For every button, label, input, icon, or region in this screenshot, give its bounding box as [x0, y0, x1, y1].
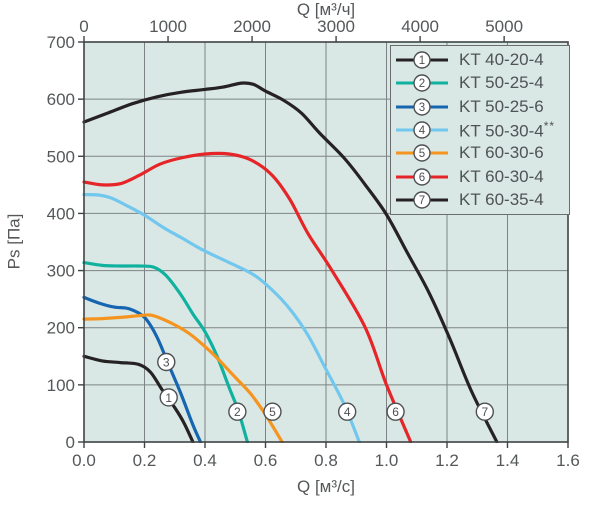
x-tick-label-1.4: 1.4	[496, 451, 520, 470]
curve-KT-40-20-4	[82, 354, 195, 443]
y-tick-label-400: 400	[47, 204, 75, 223]
bottom-axis-title: Q [м³/с]	[297, 477, 355, 496]
y-tick-label-500: 500	[47, 147, 75, 166]
y-tick-label-300: 300	[47, 262, 75, 281]
legend-circle	[413, 121, 431, 139]
legend-item-1: 1 KT 40-20-4	[394, 48, 569, 71]
curves-group	[82, 81, 499, 443]
legend-label: KT 50-25-6	[459, 96, 544, 116]
legend-number: 1	[419, 55, 425, 67]
legend-item-6: 6 KT 60-30-4	[394, 165, 569, 188]
curve-marker-2: 2	[228, 402, 247, 421]
curve-KT-60-30-4	[82, 151, 413, 443]
curve-marker-1: 1	[159, 388, 178, 407]
left-axis-title: Ps [Па]	[4, 213, 24, 270]
legend-circle	[413, 51, 431, 69]
legend-circle	[413, 191, 431, 209]
top-tick-label-2000: 2000	[233, 17, 271, 36]
curve-marker-number: 7	[481, 405, 488, 419]
legend-label: KT 60-30-4	[459, 166, 544, 186]
legend-number: 3	[419, 102, 425, 114]
legend-circle	[413, 168, 431, 186]
curve-marker-7: 7	[475, 402, 495, 421]
legend-label: KT 50-25-4	[459, 73, 544, 93]
curve-marker-circle	[159, 388, 178, 407]
top-tick-label-5000: 5000	[485, 17, 523, 36]
legend-symbol-5: 5	[396, 144, 448, 163]
curve-marker-number: 2	[234, 405, 241, 419]
legend-label: KT 50-30-4**	[459, 118, 556, 141]
legend-item-4: 4 KT 50-30-4**	[394, 118, 569, 141]
top-tick-label-3000: 3000	[317, 17, 355, 36]
curve-KT-60-30-6	[82, 313, 284, 443]
legend-symbol-3: 3	[396, 97, 448, 116]
legend-number: 7	[419, 195, 425, 207]
legend-symbol-1: 1	[396, 51, 448, 69]
legend-label-asterisks: **	[543, 118, 556, 133]
legend-label: KT 40-20-4	[459, 49, 544, 69]
curve-marker-4: 4	[337, 402, 357, 421]
x-tick-label-0.6: 0.6	[254, 451, 278, 470]
x-tick-label-1.6: 1.6	[556, 451, 580, 470]
curve-marker-number: 4	[344, 405, 351, 419]
top-tick-label-0: 0	[79, 17, 88, 36]
curve-marker-number: 6	[392, 405, 399, 419]
curve-marker-circle	[157, 352, 176, 372]
curve-marker-number: 5	[269, 405, 276, 419]
top-tick-label-1000: 1000	[149, 17, 187, 36]
curve-marker-circle	[263, 402, 282, 421]
x-tick-label-1.0: 1.0	[375, 451, 399, 470]
legend-label: KT 60-30-6	[459, 143, 544, 163]
curve-KT-60-35-4	[82, 81, 499, 443]
curve-marker-circle	[228, 402, 247, 421]
legend-item-5: 5 KT 60-30-6	[394, 142, 569, 165]
x-tick-label-0.8: 0.8	[314, 451, 338, 470]
curve-marker-circle	[475, 402, 495, 421]
curve-marker-5: 5	[263, 402, 282, 421]
legend-symbol-7: 7	[396, 191, 448, 209]
legend-number: 4	[419, 125, 426, 137]
x-tick-label-0.2: 0.2	[133, 451, 157, 470]
curve-KT-50-25-4	[82, 261, 249, 443]
legend-item-7: 7 KT 60-35-4	[394, 189, 569, 212]
top-tick-label-4000: 4000	[401, 17, 439, 36]
legend-item-2: 2 KT 50-25-4	[394, 72, 569, 95]
curve-marker-number: 1	[165, 391, 172, 405]
legend-circle	[413, 74, 431, 92]
y-tick-label-200: 200	[47, 319, 75, 338]
legend-circle	[413, 97, 431, 116]
legend-number: 5	[419, 149, 425, 161]
y-tick-label-700: 700	[47, 33, 75, 52]
legend-label: KT 60-35-4	[459, 190, 544, 210]
x-tick-label-0.4: 0.4	[193, 451, 217, 470]
curve-marker-circle	[337, 402, 357, 421]
legend-number: 2	[419, 78, 425, 90]
legend-symbol-2: 2	[396, 74, 448, 92]
curve-KT-50-25-6	[82, 295, 203, 443]
legend: 1 KT 40-20-4 2 KT 50-25-4 3 KT 50-25-6 4 KT 50-…	[390, 45, 570, 215]
legend-item-3: 3 KT 50-25-6	[394, 95, 569, 118]
y-tick-label-0: 0	[66, 433, 75, 452]
legend-symbol-4: 4	[396, 121, 448, 139]
legend-number: 6	[419, 172, 425, 184]
curve-marker-6: 6	[386, 402, 405, 421]
top-axis-title: Q [м³/ч]	[296, 0, 356, 19]
legend-circle	[413, 144, 431, 163]
y-tick-label-600: 600	[47, 90, 75, 109]
curve-marker-number: 3	[163, 356, 170, 370]
x-tick-label-0.0: 0.0	[72, 451, 96, 470]
legend-symbol-6: 6	[396, 168, 448, 186]
x-tick-label-1.2: 1.2	[435, 451, 459, 470]
curve-KT-50-30-4	[82, 193, 361, 443]
curve-marker-3: 3	[157, 352, 176, 372]
y-tick-label-100: 100	[47, 376, 75, 395]
curve-marker-circle	[386, 402, 405, 421]
